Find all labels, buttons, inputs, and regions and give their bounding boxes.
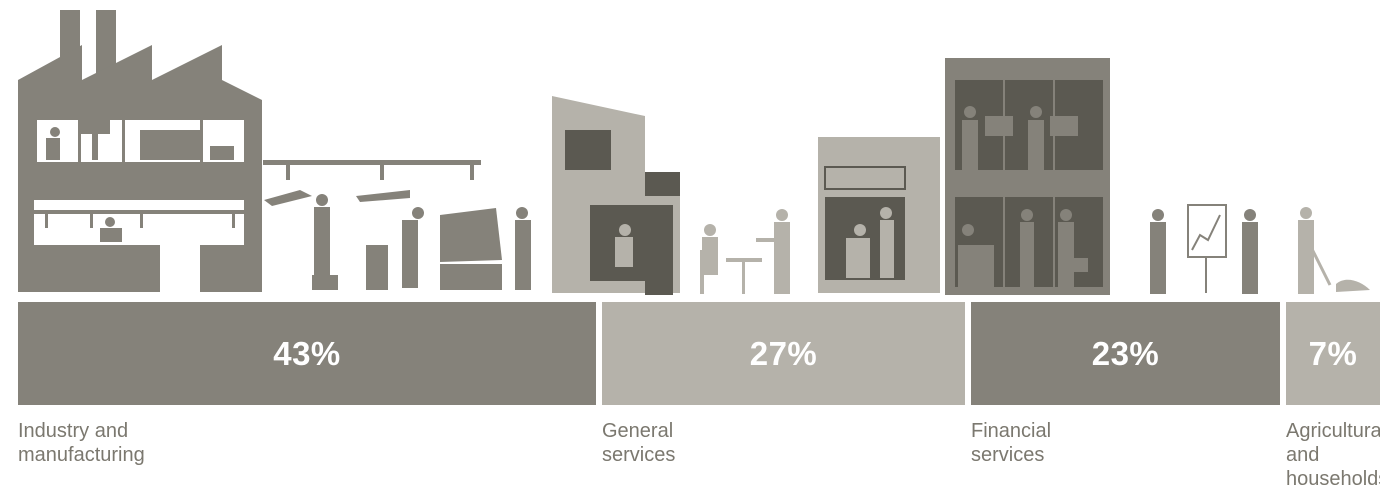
category-label: Industry and manufacturing (18, 420, 145, 466)
farmer-illustration (1150, 204, 1370, 294)
category-label: Financial services (971, 420, 1052, 466)
category-label: Agricultural and households* (1286, 420, 1380, 490)
bar-segment-4: 7% (1286, 302, 1380, 405)
bar-segment-2: 27% (602, 302, 965, 405)
salon-illustration (818, 137, 940, 293)
stacked-bar: 43% Industry and manufacturing 27% General … (18, 302, 1380, 490)
bar-segment-1: 43% (18, 302, 596, 405)
bar-value-label: 43% (273, 334, 341, 372)
restaurant-illustration (552, 96, 680, 295)
bar-value-label: 7% (1308, 334, 1358, 372)
cafe-illustration (700, 209, 790, 294)
bar-segment-3: 23% (971, 302, 1280, 405)
illustration-scene (18, 10, 1370, 295)
category-label: General services (602, 420, 676, 466)
office-illustration (945, 58, 1110, 295)
bar-value-label: 27% (749, 334, 818, 372)
assembly-line-illustration (263, 160, 531, 290)
factory-illustration (18, 10, 262, 292)
bar-value-label: 23% (1091, 334, 1160, 372)
